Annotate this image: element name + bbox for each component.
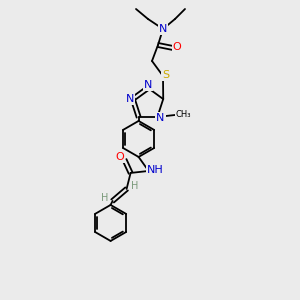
Text: H: H xyxy=(101,193,108,203)
Text: O: O xyxy=(115,152,124,162)
Text: N: N xyxy=(156,113,165,123)
Text: N: N xyxy=(159,24,167,34)
Text: CH₃: CH₃ xyxy=(176,110,191,119)
Text: N: N xyxy=(126,94,134,104)
Text: N: N xyxy=(144,80,152,90)
Text: H: H xyxy=(131,181,138,191)
Text: S: S xyxy=(162,70,169,80)
Text: O: O xyxy=(172,42,182,52)
Text: NH: NH xyxy=(147,165,164,175)
